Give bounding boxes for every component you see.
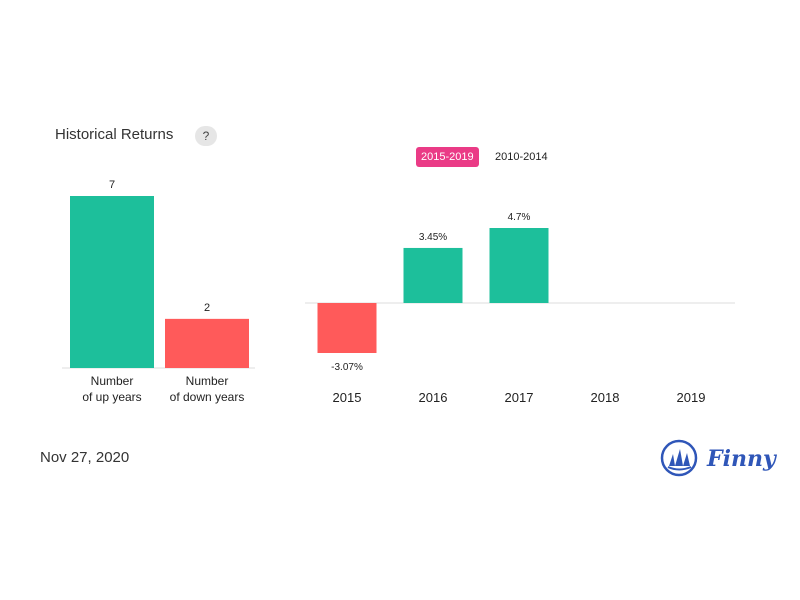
right-chart-year-label: 2015 — [333, 390, 362, 405]
left-chart-category-label: Number — [91, 374, 134, 388]
right-chart-year-label: 2019 — [677, 390, 706, 405]
help-icon[interactable]: ? — [195, 126, 217, 146]
right-chart-value-label: 4.7% — [508, 212, 531, 223]
left-chart-bar — [70, 196, 154, 368]
right-chart-bar — [489, 228, 549, 303]
right-chart-year-label: 2017 — [505, 390, 534, 405]
left-chart-category-label: of down years — [170, 390, 245, 404]
left-chart-category-label: Number — [186, 374, 229, 388]
tab-2015-2019[interactable]: 2015-2019 — [416, 147, 479, 167]
right-chart-year-label: 2018 — [591, 390, 620, 405]
left-chart-bar — [165, 318, 249, 368]
left-chart-category-label: of up years — [82, 390, 141, 404]
left-chart-value-label: 7 — [109, 179, 115, 191]
right-chart-value-label: 3.45% — [419, 232, 447, 243]
right-chart-year-label: 2016 — [419, 390, 448, 405]
right-chart-value-label: -3.07% — [331, 362, 363, 373]
brand-name: Finny — [707, 446, 776, 472]
as-of-date: Nov 27, 2020 — [40, 449, 130, 466]
right-chart-bar — [317, 303, 377, 353]
right-chart-bar — [403, 247, 463, 303]
tab-2010-2014[interactable]: 2010-2014 — [495, 151, 548, 163]
chart-title: Historical Returns — [55, 126, 174, 143]
left-chart-value-label: 2 — [204, 302, 210, 314]
finny-logo-icon — [660, 439, 698, 477]
